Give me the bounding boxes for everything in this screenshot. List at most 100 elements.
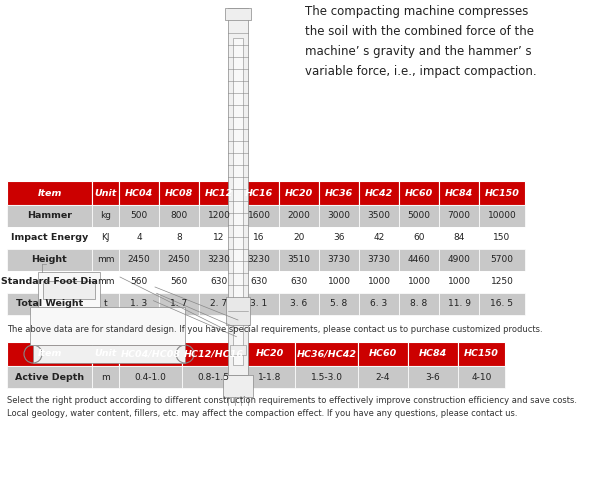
Bar bbox=[92, 342, 119, 366]
Text: 12: 12 bbox=[214, 234, 224, 243]
Text: 10000: 10000 bbox=[488, 211, 517, 220]
Text: HC150: HC150 bbox=[464, 350, 499, 358]
Text: 5700: 5700 bbox=[491, 255, 514, 265]
Text: 8. 8: 8. 8 bbox=[410, 300, 428, 309]
Text: 1600: 1600 bbox=[248, 211, 271, 220]
Bar bbox=[7, 342, 92, 366]
Text: 4: 4 bbox=[136, 234, 142, 243]
Bar bbox=[239, 271, 279, 293]
Text: 3. 6: 3. 6 bbox=[290, 300, 308, 309]
Bar bbox=[33, 345, 185, 363]
Bar bbox=[92, 181, 119, 205]
Text: 1200: 1200 bbox=[208, 211, 230, 220]
Bar bbox=[439, 205, 479, 227]
Text: 0.4-1.0: 0.4-1.0 bbox=[134, 373, 166, 382]
Bar bbox=[233, 38, 243, 365]
Bar bbox=[439, 249, 479, 271]
Text: 3230: 3230 bbox=[248, 255, 271, 265]
Text: 4-10: 4-10 bbox=[472, 373, 491, 382]
Text: 2450: 2450 bbox=[167, 255, 190, 265]
Bar bbox=[159, 271, 199, 293]
Text: 630: 630 bbox=[250, 278, 268, 286]
Text: The compacting machine compresses
the soil with the combined force of the
machin: The compacting machine compresses the so… bbox=[305, 5, 536, 78]
Bar bbox=[399, 181, 439, 205]
Bar bbox=[295, 342, 358, 366]
Bar bbox=[226, 297, 250, 325]
Bar bbox=[92, 293, 119, 315]
Bar bbox=[399, 227, 439, 249]
Bar bbox=[199, 227, 239, 249]
Bar bbox=[399, 293, 439, 315]
Text: Unit: Unit bbox=[94, 188, 116, 198]
Bar bbox=[359, 227, 399, 249]
Text: 0.8-1.5: 0.8-1.5 bbox=[197, 373, 229, 382]
Bar bbox=[92, 249, 119, 271]
Bar bbox=[359, 181, 399, 205]
Bar bbox=[358, 342, 408, 366]
Bar bbox=[30, 307, 185, 345]
Bar bbox=[439, 293, 479, 315]
Text: 60: 60 bbox=[413, 234, 425, 243]
Text: 2000: 2000 bbox=[287, 211, 310, 220]
Text: Item: Item bbox=[37, 188, 62, 198]
Text: HC84: HC84 bbox=[445, 188, 473, 198]
Text: 3500: 3500 bbox=[367, 211, 391, 220]
Bar bbox=[182, 366, 245, 388]
Text: 16: 16 bbox=[253, 234, 265, 243]
Bar bbox=[479, 205, 525, 227]
Bar bbox=[119, 205, 159, 227]
Text: 150: 150 bbox=[493, 234, 511, 243]
Bar bbox=[279, 271, 319, 293]
Text: Active Depth: Active Depth bbox=[15, 373, 84, 382]
Text: 1000: 1000 bbox=[407, 278, 431, 286]
Text: 3730: 3730 bbox=[367, 255, 391, 265]
Text: 2-4: 2-4 bbox=[376, 373, 390, 382]
Bar bbox=[439, 227, 479, 249]
Bar bbox=[43, 281, 95, 299]
Text: 2450: 2450 bbox=[128, 255, 151, 265]
Text: 4460: 4460 bbox=[407, 255, 430, 265]
Text: mm: mm bbox=[97, 278, 114, 286]
Text: HC08: HC08 bbox=[165, 188, 193, 198]
Text: 1000: 1000 bbox=[328, 278, 350, 286]
Bar bbox=[239, 249, 279, 271]
Bar bbox=[279, 293, 319, 315]
Text: 3000: 3000 bbox=[328, 211, 350, 220]
Text: HC60: HC60 bbox=[369, 350, 397, 358]
Bar bbox=[479, 271, 525, 293]
Bar bbox=[408, 342, 458, 366]
Bar bbox=[7, 271, 92, 293]
Bar bbox=[399, 249, 439, 271]
Bar bbox=[119, 227, 159, 249]
Text: 560: 560 bbox=[130, 278, 148, 286]
Text: 1000: 1000 bbox=[448, 278, 470, 286]
Bar bbox=[319, 271, 359, 293]
Bar bbox=[408, 366, 458, 388]
Text: 3730: 3730 bbox=[328, 255, 350, 265]
Bar bbox=[159, 181, 199, 205]
Text: HC150: HC150 bbox=[485, 188, 520, 198]
Text: 42: 42 bbox=[373, 234, 385, 243]
Bar bbox=[359, 249, 399, 271]
Bar bbox=[458, 342, 505, 366]
Bar bbox=[239, 227, 279, 249]
Bar bbox=[92, 227, 119, 249]
Text: HC36/HC42: HC36/HC42 bbox=[296, 350, 356, 358]
Text: HC36: HC36 bbox=[325, 188, 353, 198]
Text: Item: Item bbox=[37, 350, 62, 358]
Text: Select the right product according to different construction requirements to eff: Select the right product according to di… bbox=[7, 396, 577, 418]
Bar bbox=[239, 293, 279, 315]
Text: 1-1.8: 1-1.8 bbox=[259, 373, 281, 382]
Text: 4900: 4900 bbox=[448, 255, 470, 265]
Text: 630: 630 bbox=[211, 278, 227, 286]
Text: Height: Height bbox=[32, 255, 67, 265]
Bar bbox=[359, 205, 399, 227]
Text: 5. 8: 5. 8 bbox=[331, 300, 347, 309]
Bar bbox=[359, 293, 399, 315]
Bar bbox=[7, 205, 92, 227]
Bar bbox=[119, 271, 159, 293]
Text: 7000: 7000 bbox=[448, 211, 470, 220]
Bar bbox=[479, 227, 525, 249]
Bar bbox=[295, 366, 358, 388]
Text: HC20: HC20 bbox=[256, 350, 284, 358]
